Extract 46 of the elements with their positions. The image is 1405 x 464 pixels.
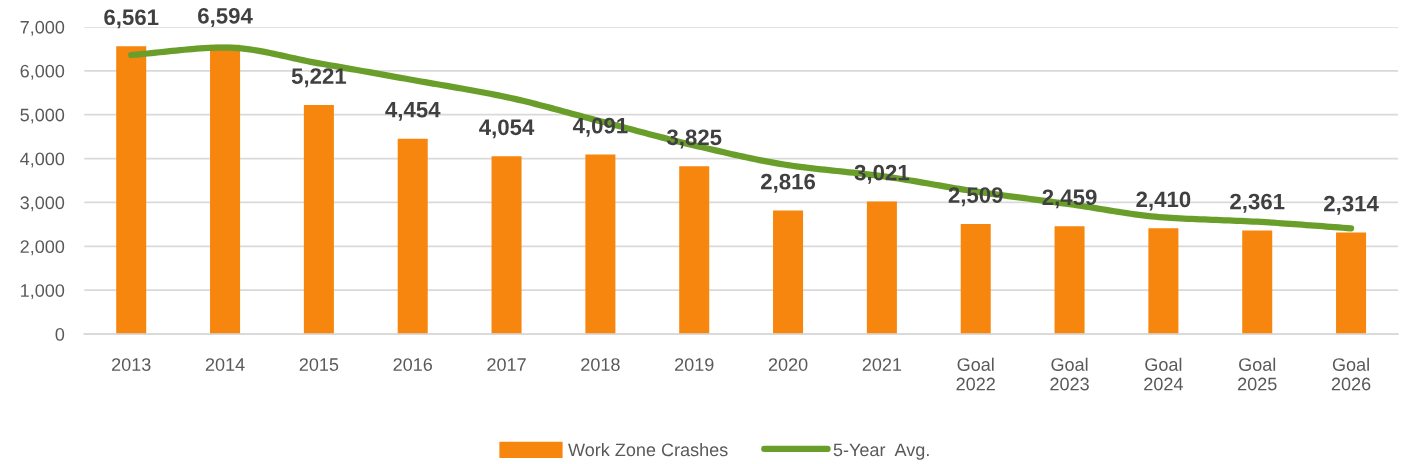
bar bbox=[303, 104, 334, 335]
y-tick-label: 0 bbox=[55, 328, 65, 341]
bar bbox=[116, 46, 147, 335]
x-tick-label: 2017 bbox=[487, 358, 526, 371]
data-label: 5,221 bbox=[291, 68, 347, 88]
bar bbox=[866, 201, 897, 335]
x-tick-label: 2013 bbox=[112, 358, 151, 371]
x-tick-label: 2015 bbox=[299, 358, 339, 371]
data-label: 2,314 bbox=[1324, 195, 1379, 215]
bar bbox=[491, 156, 522, 335]
x-tick-label: 2021 bbox=[862, 358, 902, 371]
y-tick-label: 4,000 bbox=[20, 152, 65, 168]
bar bbox=[1242, 230, 1273, 335]
bar bbox=[773, 210, 804, 335]
y-tick-label: 3,000 bbox=[20, 196, 65, 212]
data-label: 6,561 bbox=[104, 9, 159, 29]
bar bbox=[679, 166, 710, 335]
x-tick-label: Goal 2024 bbox=[1144, 357, 1183, 391]
bar bbox=[1336, 232, 1367, 335]
bar bbox=[585, 154, 616, 335]
bar bbox=[960, 223, 991, 335]
data-label: 2,816 bbox=[761, 173, 816, 193]
bar bbox=[1148, 228, 1179, 335]
x-tick-label: 2020 bbox=[768, 358, 808, 371]
data-label: 4,454 bbox=[385, 102, 441, 121]
x-tick-label: 2019 bbox=[675, 358, 714, 371]
legend-label: 5-Year Avg. bbox=[833, 443, 929, 460]
data-label: 4,054 bbox=[479, 119, 535, 139]
data-label: 6,594 bbox=[198, 7, 253, 27]
y-tick-label: 6,000 bbox=[20, 64, 65, 80]
y-tick-label: 1,000 bbox=[21, 284, 65, 300]
x-tick-label: 2014 bbox=[205, 358, 245, 371]
x-tick-label: 2016 bbox=[393, 358, 433, 371]
x-tick-label: Goal 2025 bbox=[1238, 357, 1277, 391]
x-tick-label: 2018 bbox=[581, 358, 620, 371]
data-label: 2,361 bbox=[1230, 193, 1285, 213]
x-tick-label: Goal 2026 bbox=[1331, 357, 1371, 391]
y-tick-label: 2,000 bbox=[20, 240, 65, 256]
x-tick-label: Goal 2022 bbox=[956, 357, 995, 391]
y-tick-label: 7,000 bbox=[20, 20, 65, 36]
data-label: 2,410 bbox=[1136, 191, 1191, 211]
bar bbox=[1054, 226, 1085, 335]
legend-label: Work Zone Crashes bbox=[568, 442, 728, 457]
x-tick-label: Goal 2023 bbox=[1050, 357, 1089, 391]
bar bbox=[397, 138, 428, 335]
y-tick-label: 5,000 bbox=[20, 108, 65, 124]
